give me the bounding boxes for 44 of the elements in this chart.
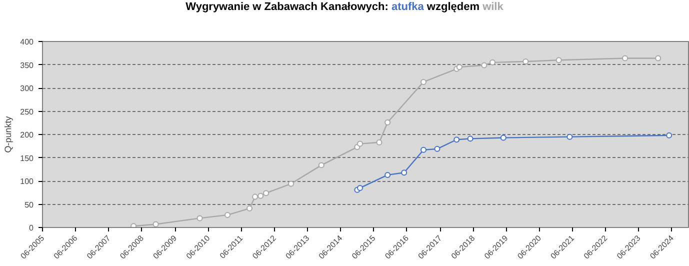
point [401, 170, 408, 176]
point [357, 140, 364, 147]
y-tick-label: 200 [20, 130, 34, 140]
y-tick-label: 150 [20, 154, 34, 163]
point [500, 134, 506, 141]
point [666, 132, 672, 138]
y-tick-label: 50 [24, 200, 34, 210]
y-tick-label: 100 [20, 177, 34, 186]
y-tick-label: 0 [29, 224, 34, 232]
point [434, 146, 440, 152]
point [384, 119, 391, 126]
point [420, 146, 426, 153]
y-tick-label: 350 [20, 60, 34, 70]
point [357, 184, 364, 191]
point [318, 162, 324, 168]
point [454, 136, 460, 143]
y-tick-label: 250 [20, 107, 34, 116]
y-axis-title: Q-punkty [3, 116, 14, 153]
chart-title: Wygrywanie w Zabawach Kanałowych: [186, 1, 388, 13]
point [288, 180, 294, 187]
y-tick-label: 300 [20, 84, 34, 93]
point [376, 139, 382, 146]
point [522, 58, 529, 64]
text: wilk [482, 1, 504, 13]
text: atufka [391, 1, 424, 13]
point [655, 55, 662, 62]
point [258, 192, 264, 199]
point [252, 194, 258, 200]
point [456, 64, 462, 70]
point [263, 190, 270, 196]
point [481, 62, 488, 68]
point [246, 205, 253, 212]
point [152, 221, 159, 228]
point [196, 215, 203, 222]
point [467, 136, 474, 142]
point [556, 57, 562, 64]
point [420, 78, 426, 85]
text: względem [426, 1, 480, 13]
point [224, 212, 231, 218]
point [384, 172, 391, 178]
point [490, 59, 496, 66]
point [566, 134, 573, 140]
point [622, 55, 628, 62]
y-tick-label: 400 [20, 38, 34, 46]
